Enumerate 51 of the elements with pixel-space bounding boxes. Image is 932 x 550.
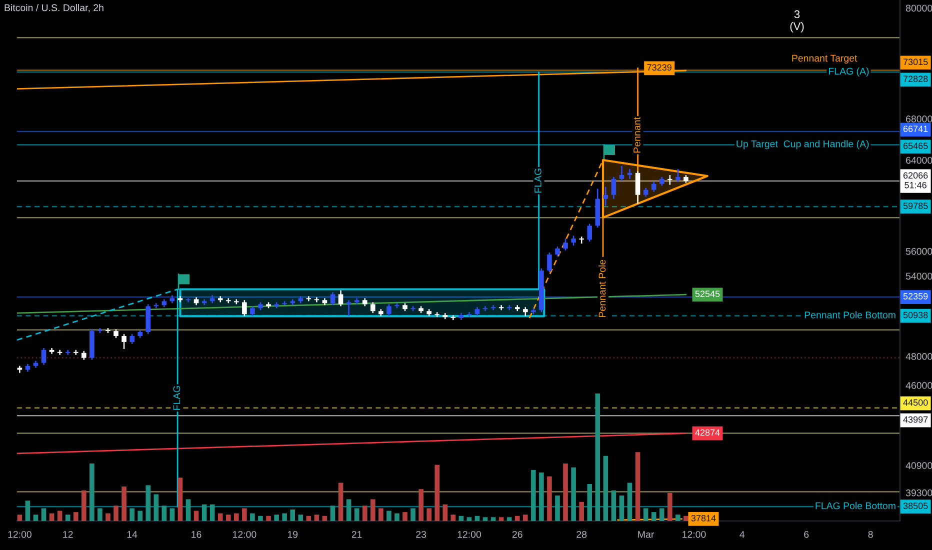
text: FLAG (534, 168, 542, 193)
y-tick-label: 46000 (906, 382, 932, 389)
x-tick-label: 12:00 (682, 530, 706, 538)
x-tick-label: 12:00 (8, 530, 32, 538)
x-tick-label: 12:00 (233, 530, 256, 538)
text: FLAG (173, 386, 180, 410)
y-tick-label: 40900 (906, 462, 932, 470)
annotation: FLAG (A) (828, 67, 869, 77)
x-tick-label: 14 (127, 531, 138, 538)
ref-line-label: 65465 (903, 142, 928, 150)
ref-line-label: 66741 (903, 126, 928, 132)
y-tick-label: 39300 (906, 489, 932, 496)
x-tick-label: 23 (416, 530, 426, 538)
annotation: FLAG Pole Bottom (816, 502, 896, 510)
x-tick-label: 12:00 (458, 530, 481, 538)
ref-line-label: 73015 (903, 58, 928, 66)
ref-line-label: 50938 (903, 312, 928, 318)
ref-line-label: 38505 (903, 502, 928, 510)
x-tick-label: Mar (638, 531, 654, 538)
chart-title: Bitcoin / U.S. Dollar, 2h (4, 4, 104, 12)
annotation: 3 (V) (790, 10, 804, 32)
data-label: 42874 (695, 429, 720, 436)
annotation: Pennant Pole Bottom (804, 311, 896, 318)
text: Pennant Pole (598, 260, 606, 318)
x-tick-label: 26 (512, 530, 522, 538)
y-tick-label: 48000 (906, 353, 932, 360)
x-tick-label: 21 (352, 530, 362, 538)
annotation: Up Target Cup and Handle (A) (736, 140, 869, 150)
y-tick-label: 56000 (906, 248, 932, 255)
ref-line-label: 43997 (903, 416, 928, 423)
ref-line-label: 59785 (903, 202, 928, 210)
y-tick-label: 64000 (906, 156, 932, 164)
ref-line-label: 62066 51:46 (903, 172, 928, 188)
x-tick-label: 19 (288, 530, 298, 538)
ref-line-label: 44500 (903, 399, 928, 406)
x-tick-label: 12 (63, 530, 73, 538)
annotation: Pennant Target (792, 54, 858, 64)
data-label: 37814 (691, 514, 716, 522)
y-tick-label: 80000 (906, 4, 932, 12)
ref-line-label: 72828 (903, 76, 928, 82)
data-label: 73239 (647, 64, 672, 71)
x-tick-label: 28 (576, 530, 587, 538)
x-tick-label: 16 (192, 530, 202, 538)
x-tick-label: 8 (868, 530, 873, 538)
x-tick-label: 4 (740, 531, 745, 538)
data-label: 52545 (695, 290, 720, 298)
ref-line-label: 52359 (903, 293, 928, 300)
y-tick-label: 68000 (906, 116, 932, 122)
y-tick-label: 54000 (906, 272, 932, 280)
x-tick-label: 6 (804, 530, 809, 538)
text: Pennant (634, 117, 640, 152)
